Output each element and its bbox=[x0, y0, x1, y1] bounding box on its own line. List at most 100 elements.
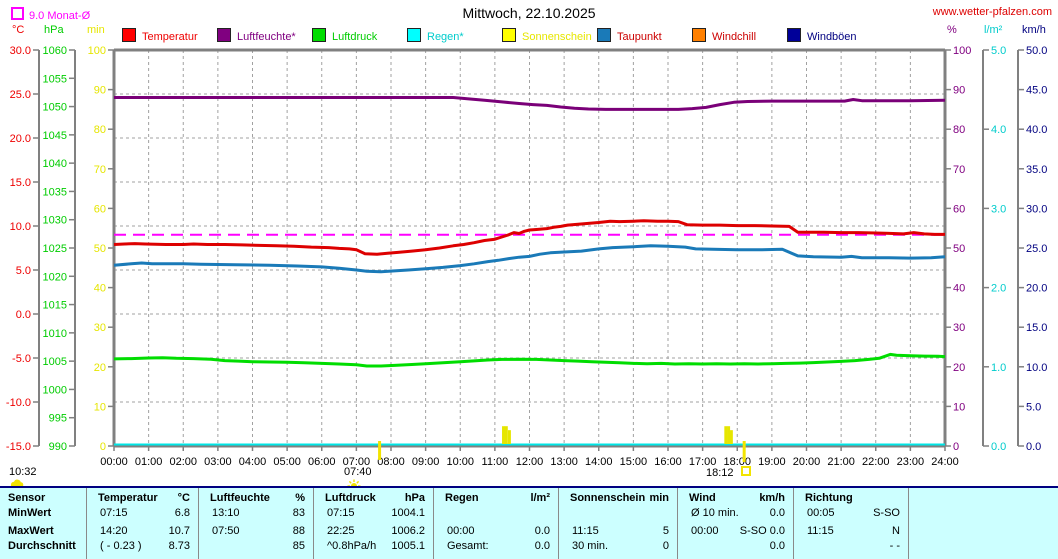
axis-tick-label-humidity: 100 bbox=[953, 45, 971, 57]
summary-table: Sensor Temperatur °C Luftfeuchte% Luftdruck h… bbox=[0, 486, 1058, 559]
axis-tick-label-temp: 0.0 bbox=[16, 309, 31, 321]
table-value-right: 0.0 bbox=[534, 525, 550, 537]
table-value-right: 83 bbox=[292, 507, 305, 519]
axis-tick-label-temp: 20.0 bbox=[10, 133, 31, 145]
table-column-separator bbox=[433, 488, 434, 559]
table-header: Sonnenschein bbox=[570, 492, 646, 504]
unit-label-percent: % bbox=[947, 24, 957, 36]
table-value-right: 1005.1 bbox=[391, 540, 425, 552]
x-axis-label: 14:00 bbox=[585, 456, 613, 468]
axis-tick-label-pressure: 990 bbox=[49, 441, 67, 453]
legend-label: Luftdruck bbox=[332, 31, 378, 43]
table-column-separator bbox=[86, 488, 87, 559]
legend-swatch bbox=[217, 28, 231, 42]
table-column-separator bbox=[198, 488, 199, 559]
table-row-label: MinWert bbox=[8, 507, 52, 519]
axis-tick-label-rain: 1.0 bbox=[991, 362, 1006, 374]
axis-tick-label-pressure: 1040 bbox=[43, 158, 67, 170]
axis-tick-label-minutes: 10 bbox=[94, 401, 106, 413]
table-value-left: 07:50 bbox=[212, 525, 240, 537]
axis-tick-label-pressure: 1060 bbox=[43, 45, 67, 57]
legend-item-windchill: Windchill bbox=[692, 28, 756, 44]
axis-tick-label-pressure: 995 bbox=[49, 413, 67, 425]
legend-item-sonnenschein: Sonnenschein bbox=[502, 28, 592, 44]
x-axis-label: 01:00 bbox=[135, 456, 163, 468]
series-luftdruck bbox=[113, 352, 946, 368]
axis-tick-label-wind: 20.0 bbox=[1026, 283, 1047, 295]
axis-tick-label-wind: 45.0 bbox=[1026, 85, 1047, 97]
x-axis-label: 00:00 bbox=[100, 456, 128, 468]
axis-tick-label-pressure: 1010 bbox=[43, 328, 67, 340]
table-value-right: 8.73 bbox=[168, 540, 190, 552]
monthly-average-label: 9.0 Monat-Ø bbox=[29, 10, 91, 22]
axis-tick-label-minutes: 80 bbox=[94, 124, 106, 136]
axis-tick-label-temp: 15.0 bbox=[10, 177, 31, 189]
table-header: Sensor bbox=[8, 492, 46, 504]
legend-label: Taupunkt bbox=[617, 31, 662, 43]
table-value-left: 07:15 bbox=[327, 507, 355, 519]
axis-tick-label-temp: 25.0 bbox=[10, 89, 31, 101]
table-row-label: MaxWert bbox=[8, 525, 54, 537]
legend-label: Temperatur bbox=[142, 31, 198, 43]
axis-tick-label-minutes: 90 bbox=[94, 85, 106, 97]
table-value-right: S-SO bbox=[873, 507, 900, 519]
x-axis-label: 23:00 bbox=[897, 456, 925, 468]
axis-tick-label-rain: 0.0 bbox=[991, 441, 1006, 453]
legend-item-temperatur: Temperatur bbox=[122, 28, 198, 44]
table-header: Richtung bbox=[805, 492, 853, 504]
table-value-left: Gesamt: bbox=[447, 540, 489, 552]
axis-tick-label-humidity: 50 bbox=[953, 243, 965, 255]
legend-item-taupunkt: Taupunkt bbox=[597, 28, 662, 44]
axis-tick-label-pressure: 1000 bbox=[43, 384, 67, 396]
x-axis-label: 08:00 bbox=[377, 456, 405, 468]
unit-label-hpa: hPa bbox=[44, 24, 64, 36]
table-value-right: 0.0 bbox=[534, 540, 550, 552]
table-value-left: Ø 10 min. bbox=[691, 507, 739, 519]
table-header-unit: hPa bbox=[404, 492, 425, 504]
unit-label-min: min bbox=[87, 24, 105, 36]
table-value-left: 00:00 bbox=[691, 525, 719, 537]
table-header: Luftdruck bbox=[325, 492, 376, 504]
x-axis-label: 19:00 bbox=[758, 456, 786, 468]
series-luftfeuchte bbox=[114, 96, 946, 111]
x-axis-label: 21:00 bbox=[827, 456, 855, 468]
x-axis-label: 24:00 bbox=[931, 456, 959, 468]
table-value-right: 10.7 bbox=[168, 525, 190, 537]
monthly-average-line-icon bbox=[11, 7, 24, 20]
table-value-right: 1004.1 bbox=[391, 507, 425, 519]
axis-tick-label-rain: 3.0 bbox=[991, 203, 1006, 215]
axis-tick-label-humidity: 20 bbox=[953, 362, 965, 374]
table-value-right: 0.0 bbox=[769, 507, 785, 519]
axis-tick-label-pressure: 1045 bbox=[43, 130, 67, 142]
axis-tick-label-humidity: 60 bbox=[953, 203, 965, 215]
legend-label: Luftfeuchte* bbox=[237, 31, 296, 43]
axis-tick-label-pressure: 1020 bbox=[43, 271, 67, 283]
table-value-right: 1006.2 bbox=[391, 525, 425, 537]
axis-tick-label-pressure: 1055 bbox=[43, 73, 67, 85]
table-column-separator bbox=[677, 488, 678, 559]
table-header: Wind bbox=[689, 492, 716, 504]
x-axis-label: 16:00 bbox=[654, 456, 682, 468]
cloud-icon bbox=[10, 479, 24, 488]
legend-label: Regen* bbox=[427, 31, 464, 43]
legend-swatch bbox=[787, 28, 801, 42]
table-value-left: ^0.8hPa/h bbox=[327, 540, 377, 552]
website-link[interactable]: www.wetter-pfalzen.com bbox=[932, 6, 1052, 18]
axis-tick-label-humidity: 90 bbox=[953, 85, 965, 97]
table-header-unit: min bbox=[649, 492, 669, 504]
table-header-unit: % bbox=[295, 492, 305, 504]
legend-swatch bbox=[502, 28, 516, 42]
legend-label: Sonnenschein bbox=[522, 31, 592, 43]
legend-swatch bbox=[597, 28, 611, 42]
table-value-left: 00:05 bbox=[807, 507, 835, 519]
axis-tick-label-humidity: 0 bbox=[953, 441, 959, 453]
axis-tick-label-wind: 35.0 bbox=[1026, 164, 1047, 176]
table-value-right: 6.8 bbox=[174, 507, 190, 519]
table-value-left: 30 min. bbox=[572, 540, 609, 552]
axis-tick-label-temp: -5.0 bbox=[12, 353, 31, 365]
axis-tick-label-minutes: 100 bbox=[88, 45, 106, 57]
axis-tick-label-pressure: 1025 bbox=[43, 243, 67, 255]
x-axis-label: 20:00 bbox=[793, 456, 821, 468]
table-column-separator bbox=[313, 488, 314, 559]
axis-tick-label-wind: 5.0 bbox=[1026, 401, 1041, 413]
